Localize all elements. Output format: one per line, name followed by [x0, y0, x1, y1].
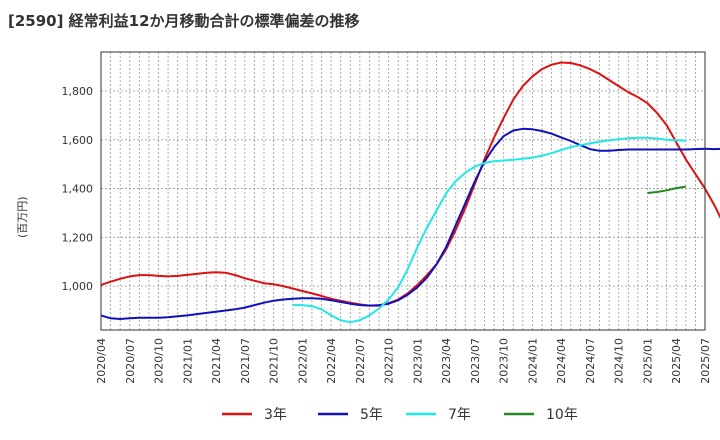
series-line	[647, 185, 686, 194]
legend-label: 3年	[264, 407, 287, 423]
x-tick-label: 2022/04	[325, 338, 338, 384]
x-tick-label: 2022/07	[354, 338, 367, 384]
chart-title: [2590] 経常利益12か月移動合計の標準偏差の推移	[8, 12, 360, 30]
y-tick-label: 1,800	[62, 85, 94, 98]
x-tick-label: 2024/04	[555, 338, 568, 384]
legend-label: 10年	[546, 407, 578, 423]
x-tick-label: 2023/07	[469, 338, 482, 384]
x-tick-label: 2020/10	[153, 338, 166, 384]
x-tick-label: 2023/04	[440, 338, 453, 384]
y-tick-label: 1,400	[62, 183, 94, 196]
y-tick-label: 1,200	[62, 231, 94, 244]
x-tick-label: 2024/01	[526, 338, 539, 384]
x-tick-label: 2021/01	[181, 338, 194, 384]
plot-frame	[100, 51, 706, 331]
x-tick-label: 2021/04	[210, 338, 223, 384]
x-tick-label: 2022/10	[383, 338, 396, 384]
legend-label: 7年	[448, 407, 471, 423]
x-tick-label: 2021/07	[239, 338, 252, 384]
series-line	[292, 136, 686, 324]
legend-label: 5年	[360, 407, 383, 423]
x-tick-label: 2022/01	[296, 338, 309, 384]
series-line	[100, 127, 720, 320]
x-tick-label: 2025/07	[699, 338, 712, 384]
x-tick-label: 2023/01	[411, 338, 424, 384]
x-tick-label: 2025/01	[641, 338, 654, 384]
y-tick-label: 1,600	[62, 134, 94, 147]
x-tick-label: 2020/07	[124, 338, 137, 384]
x-tick-label: 2024/10	[613, 338, 626, 384]
x-tick-label: 2021/10	[268, 338, 281, 384]
x-tick-label: 2023/10	[498, 338, 511, 384]
x-tick-label: 2025/04	[670, 338, 683, 384]
plot-area	[101, 52, 705, 330]
x-tick-label: 2024/07	[584, 338, 597, 384]
y-tick-label: 1,000	[62, 280, 94, 293]
x-tick-label: 2020/04	[95, 338, 108, 384]
